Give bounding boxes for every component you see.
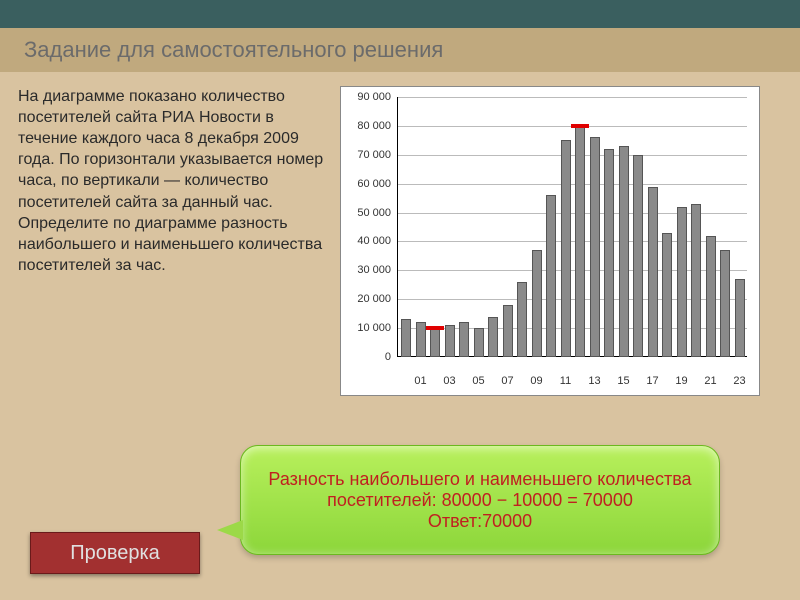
ytick-label: 20 000 <box>341 293 391 305</box>
bar <box>648 187 658 357</box>
bar <box>735 279 745 357</box>
bar <box>575 126 585 357</box>
bar <box>590 137 600 357</box>
ytick-label: 50 000 <box>341 207 391 219</box>
xtick-label: 21 <box>704 375 716 387</box>
check-button[interactable]: Проверка <box>30 532 200 574</box>
xtick-label: 17 <box>646 375 658 387</box>
xtick-label: 15 <box>617 375 629 387</box>
xtick-label: 23 <box>733 375 745 387</box>
ytick-label: 60 000 <box>341 178 391 190</box>
content-row: На диаграмме показано количество посетит… <box>0 72 800 396</box>
bar <box>488 317 498 357</box>
xtick-label: 05 <box>472 375 484 387</box>
bar <box>430 328 440 357</box>
bar <box>503 305 513 357</box>
xtick-label: 11 <box>560 375 571 387</box>
ytick-label: 0 <box>341 351 391 363</box>
xtick-label: 07 <box>501 375 513 387</box>
bar <box>445 325 455 357</box>
bar <box>561 140 571 357</box>
ytick-label: 40 000 <box>341 235 391 247</box>
check-button-label: Проверка <box>70 542 160 565</box>
bar <box>691 204 701 357</box>
answer-line2: посетителей: 80000 − 10000 = 70000 <box>327 490 633 511</box>
bar <box>706 236 716 357</box>
highlight-mark <box>571 124 589 128</box>
highlight-mark <box>426 326 444 330</box>
xtick-label: 09 <box>530 375 542 387</box>
bar <box>720 250 730 357</box>
bar <box>619 146 629 357</box>
answer-line1: Разность наибольшего и наименьшего колич… <box>268 469 691 490</box>
bar <box>474 328 484 357</box>
bar <box>604 149 614 357</box>
bar <box>401 319 411 357</box>
xtick-label: 03 <box>443 375 455 387</box>
xtick-label: 13 <box>588 375 600 387</box>
task-description: На диаграмме показано количество посетит… <box>18 86 328 396</box>
ytick-label: 80 000 <box>341 120 391 132</box>
bar <box>532 250 542 357</box>
page-title: Задание для самостоятельного решения <box>24 37 443 63</box>
answer-bubble: Разность наибольшего и наименьшего колич… <box>240 445 720 555</box>
ytick-label: 10 000 <box>341 322 391 334</box>
ytick-label: 90 000 <box>341 91 391 103</box>
xtick-label: 19 <box>675 375 687 387</box>
bar <box>662 233 672 357</box>
top-strip <box>0 0 800 28</box>
bubble-tail <box>217 520 243 540</box>
xtick-label: 01 <box>414 375 426 387</box>
bar <box>517 282 527 357</box>
title-strip: Задание для самостоятельного решения <box>0 28 800 72</box>
ytick-label: 30 000 <box>341 264 391 276</box>
visitors-chart: 0 10 000 20 000 30 000 40 000 50 000 60 000 70 … <box>340 86 760 396</box>
answer-line3: Ответ:70000 <box>428 511 532 532</box>
bar <box>416 322 426 357</box>
bars-layer <box>397 97 747 357</box>
bar <box>677 207 687 357</box>
bar <box>546 195 556 357</box>
ytick-label: 70 000 <box>341 149 391 161</box>
bar <box>633 155 643 357</box>
bar <box>459 322 469 357</box>
